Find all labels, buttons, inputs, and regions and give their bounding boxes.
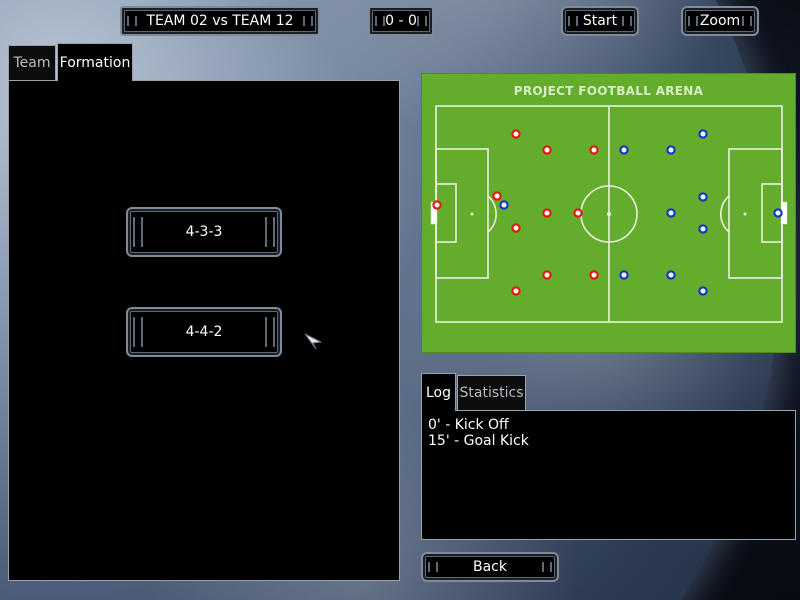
home-player-marker (589, 145, 599, 155)
log-entry: 15' - Goal Kick (428, 433, 529, 449)
away-player-marker (499, 200, 509, 210)
back-button[interactable]: Back (421, 552, 559, 582)
home-player-marker (511, 129, 521, 139)
pitch-view[interactable]: PROJECT FOOTBALL ARENA (421, 73, 796, 353)
formation-433-label: 4-3-3 (185, 224, 223, 240)
match-title-display: TEAM 02 vs TEAM 12 (120, 6, 320, 36)
away-player-marker (666, 270, 676, 280)
right-penalty-arc (720, 195, 730, 233)
left-penalty-arc (487, 195, 497, 233)
arrow-cursor-icon (304, 333, 322, 350)
start-button-label: Start (582, 13, 618, 29)
away-player-marker (666, 208, 676, 218)
log-panel: 0' - Kick Off 15' - Goal Kick (421, 410, 796, 540)
back-button-label: Back (473, 559, 507, 575)
home-player-marker (573, 208, 583, 218)
zoom-button-label: Zoom (699, 13, 741, 29)
home-player-marker (492, 191, 502, 201)
home-player-marker (511, 286, 521, 296)
tab-statistics-label: Statistics (459, 385, 524, 401)
home-player-marker (542, 145, 552, 155)
formation-442-button[interactable]: 4-4-2 (126, 307, 282, 357)
tab-formation-label: Formation (59, 54, 131, 71)
pitch-diagram (430, 105, 788, 323)
formation-panel (8, 80, 400, 581)
home-player-marker (511, 223, 521, 233)
right-penalty-spot (743, 212, 747, 216)
away-player-marker (619, 270, 629, 280)
home-player-marker (542, 208, 552, 218)
tab-log[interactable]: Log (421, 373, 456, 411)
score-text: 0 - 0 (385, 13, 417, 29)
home-player-marker (542, 270, 552, 280)
tab-log-label: Log (425, 384, 451, 401)
home-player-marker (432, 200, 442, 210)
away-player-marker (698, 192, 708, 202)
away-player-marker (666, 145, 676, 155)
center-spot (607, 212, 611, 216)
home-player-marker (589, 270, 599, 280)
left-penalty-area (435, 148, 489, 279)
left-goal-area (435, 183, 457, 243)
away-player-marker (619, 145, 629, 155)
match-title: TEAM 02 vs TEAM 12 (146, 13, 294, 29)
formation-442-label: 4-4-2 (185, 324, 223, 340)
start-button[interactable]: Start (561, 6, 639, 36)
away-player-marker (773, 208, 783, 218)
tab-formation[interactable]: Formation (57, 43, 133, 81)
away-player-marker (698, 129, 708, 139)
tab-statistics[interactable]: Statistics (457, 375, 526, 410)
away-player-marker (698, 224, 708, 234)
log-entry: 0' - Kick Off (428, 417, 509, 433)
pitch-title: PROJECT FOOTBALL ARENA (513, 84, 704, 98)
zoom-button[interactable]: Zoom (681, 6, 759, 36)
away-player-marker (698, 286, 708, 296)
left-penalty-spot (470, 212, 474, 216)
formation-433-button[interactable]: 4-3-3 (126, 207, 282, 257)
tab-team-label: Team (13, 55, 51, 71)
tab-team[interactable]: Team (8, 45, 56, 80)
score-display: 0 - 0 (368, 6, 434, 36)
